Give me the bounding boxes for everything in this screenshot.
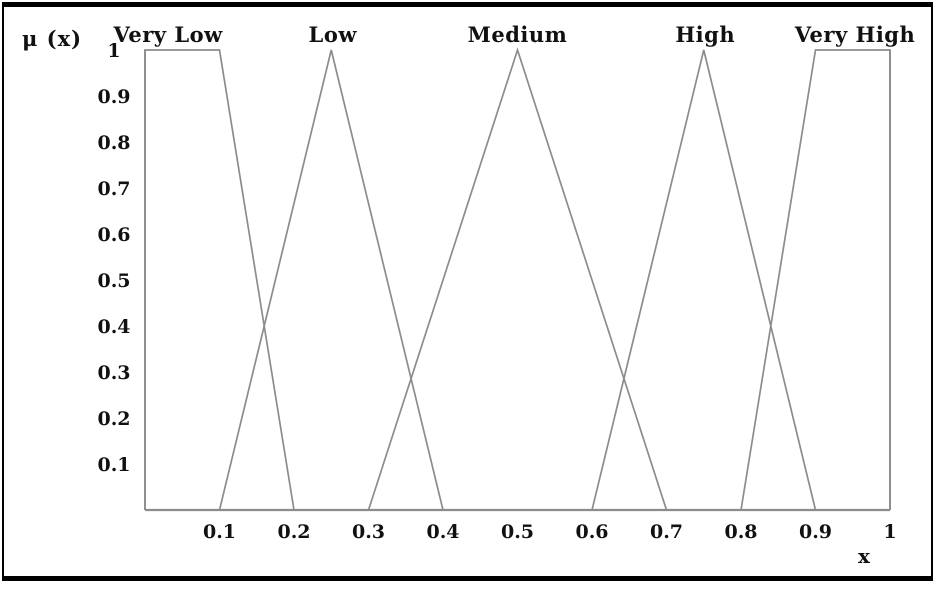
y-tick-label: 0.8 [97,132,130,154]
curve-high [591,49,817,511]
y-tick-label: 1 [107,40,120,62]
x-tick-label: 0.6 [575,521,608,543]
y-tick-label: 0.5 [97,270,130,292]
y-tick-label: 0.6 [97,224,130,246]
curve-label-high: High [675,22,735,47]
x-tick-label: 0.2 [277,521,310,543]
curve-label-low: Low [309,22,358,47]
y-tick-label: 0.7 [97,178,130,200]
x-tick-label: 1 [883,521,896,543]
curve-label-medium: Medium [468,22,568,47]
y-tick-label: 0.1 [97,454,130,476]
x-tick-label: 0.7 [650,521,683,543]
y-tick-label: 0.9 [97,86,130,108]
x-tick-label: 0.8 [724,521,757,543]
x-tick-label: 0.1 [203,521,236,543]
curve-very-low [144,49,295,511]
x-tick-label: 0.9 [799,521,832,543]
x-tick-label: 0.5 [501,521,534,543]
curve-low [218,49,444,511]
x-tick-label: 0.3 [352,521,385,543]
curve-medium [367,47,668,511]
y-axis-title: μ (x) [22,26,83,51]
curve-label-very-high: Very High [794,22,916,47]
x-axis-title: x [858,544,870,568]
curve-very-high [740,49,891,511]
y-tick-label: 0.4 [97,316,130,338]
x-tick-label: 0.4 [426,521,459,543]
y-tick-label: 0.3 [97,362,130,384]
y-tick-label: 0.2 [97,408,130,430]
curve-label-very-low: Very Low [113,22,224,47]
figure-frame [2,2,933,581]
